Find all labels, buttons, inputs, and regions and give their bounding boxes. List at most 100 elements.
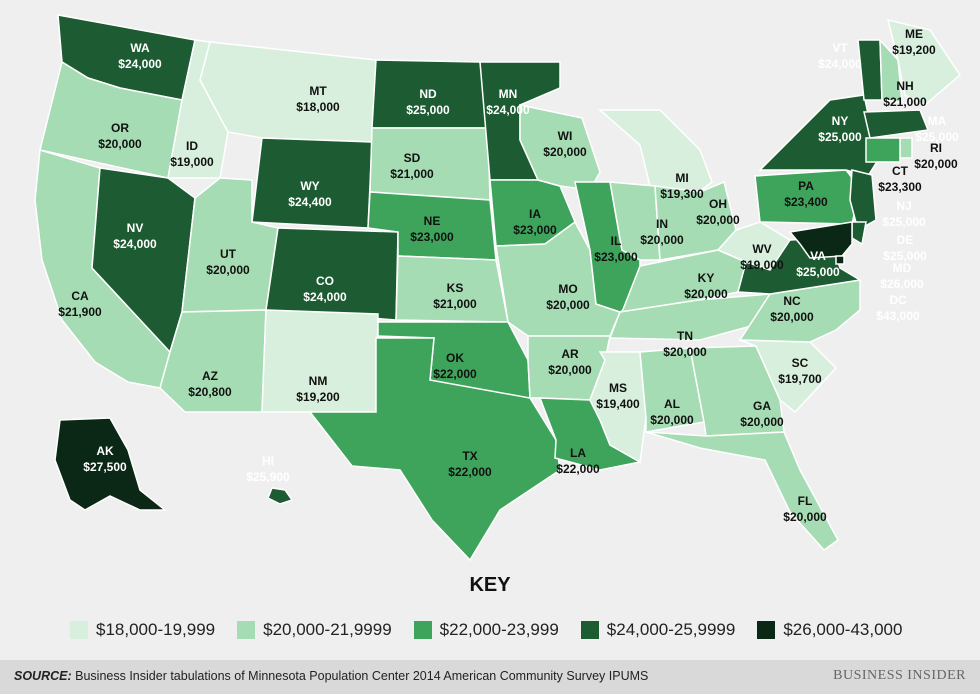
- state-value-nv: $24,000: [113, 237, 157, 251]
- state-nh: [879, 37, 903, 103]
- state-abbr-hi: HI: [262, 454, 274, 468]
- state-value-al: $20,000: [650, 413, 694, 427]
- state-value-nd: $25,000: [406, 103, 450, 117]
- state-ri: [899, 137, 913, 159]
- state-value-nc: $20,000: [770, 310, 814, 324]
- state-value-wy: $24,400: [288, 195, 332, 209]
- state-value-ia: $23,000: [513, 223, 557, 237]
- state-abbr-nj: NJ: [896, 199, 911, 213]
- state-wv: [716, 221, 792, 271]
- legend-item-1: $18,000-19,999: [70, 620, 215, 640]
- state-dc: [835, 255, 845, 265]
- state-me: [886, 18, 961, 106]
- state-abbr-wv: WV: [752, 242, 771, 256]
- state-hi: [267, 487, 294, 505]
- state-abbr-ok: OK: [446, 351, 464, 365]
- legend-label-1: $18,000-19,999: [96, 620, 216, 639]
- state-value-in: $20,000: [640, 233, 684, 247]
- state-abbr-in: IN: [656, 217, 668, 231]
- legend-label-3: $22,000-23,999: [439, 620, 559, 639]
- state-abbr-va: VA: [810, 249, 826, 263]
- state-fl: [645, 431, 839, 552]
- legend-swatch-3: [413, 621, 432, 639]
- legend-label-2: $20,000-21,9999: [263, 620, 392, 639]
- state-abbr-vt: VT: [832, 41, 848, 55]
- state-ct: [865, 137, 901, 163]
- state-value-md: $26,000: [880, 277, 924, 291]
- legend-item-3: $22,000-23,999: [413, 620, 559, 640]
- state-abbr-mn: MN: [499, 87, 518, 101]
- state-value-mo: $20,000: [546, 298, 590, 312]
- state-value-sd: $21,000: [390, 167, 434, 181]
- state-ma: [863, 109, 930, 139]
- state-value-ny: $25,000: [818, 130, 862, 144]
- legend: $18,000-19,999 $20,000-21,9999 $22,000-2…: [70, 620, 902, 640]
- state-abbr-ca: CA: [71, 289, 89, 303]
- state-value-ma: $25,000: [915, 130, 959, 144]
- state-abbr-nc: NC: [783, 294, 801, 308]
- state-value-ms: $19,400: [596, 397, 640, 411]
- source-text: Business Insider tabulations of Minnesot…: [75, 669, 649, 683]
- state-value-hi: $25,900: [246, 470, 290, 484]
- state-value-id: $19,000: [170, 155, 214, 169]
- state-abbr-tn: TN: [677, 329, 693, 343]
- state-value-wv: $19,000: [740, 258, 784, 272]
- state-abbr-ri: RI: [930, 141, 942, 155]
- legend-label-5: $26,000-43,000: [783, 620, 903, 639]
- state-abbr-nm: NM: [309, 374, 328, 388]
- state-value-ks: $21,000: [433, 297, 477, 311]
- state-abbr-ak: AK: [96, 444, 114, 458]
- state-abbr-ar: AR: [561, 347, 579, 361]
- state-value-dc: $43,000: [876, 309, 920, 323]
- state-value-ky: $20,000: [684, 287, 728, 301]
- state-value-co: $24,000: [303, 290, 347, 304]
- state-abbr-ks: KS: [447, 281, 464, 295]
- state-value-wa: $24,000: [118, 57, 162, 71]
- state-abbr-ny: NY: [832, 114, 849, 128]
- state-abbr-ms: MS: [609, 381, 627, 395]
- state-value-il: $23,000: [594, 250, 638, 264]
- source-label: SOURCE:: [14, 669, 72, 683]
- state-wi: [519, 104, 601, 191]
- state-abbr-mt: MT: [309, 84, 327, 98]
- state-value-ct: $23,300: [878, 180, 922, 194]
- state-al: [639, 347, 705, 433]
- state-value-ne: $23,000: [410, 230, 454, 244]
- state-abbr-al: AL: [664, 397, 680, 411]
- legend-swatch-5: [757, 621, 776, 639]
- state-value-ar: $20,000: [548, 363, 592, 377]
- state-value-oh: $20,000: [696, 213, 740, 227]
- state-value-nm: $19,200: [296, 390, 340, 404]
- state-value-mi: $19,300: [660, 187, 704, 201]
- state-abbr-or: OR: [111, 121, 129, 135]
- state-value-or: $20,000: [98, 137, 142, 151]
- state-abbr-sc: SC: [792, 356, 809, 370]
- legend-item-2: $20,000-21,9999: [237, 620, 392, 640]
- state-nj: [849, 169, 877, 232]
- state-abbr-ia: IA: [529, 207, 541, 221]
- state-abbr-wi: WI: [558, 129, 573, 143]
- source-note: SOURCE: Business Insider tabulations of …: [14, 669, 648, 683]
- state-value-va: $25,000: [796, 265, 840, 279]
- state-value-me: $19,200: [892, 43, 936, 57]
- state-abbr-la: LA: [570, 446, 586, 460]
- state-abbr-ut: UT: [220, 247, 237, 261]
- state-ak: [54, 417, 168, 511]
- state-abbr-mo: MO: [558, 282, 577, 296]
- state-value-ut: $20,000: [206, 263, 250, 277]
- state-sd: [369, 127, 491, 201]
- state-value-sc: $19,700: [778, 372, 822, 386]
- state-abbr-wa: WA: [130, 41, 150, 55]
- state-abbr-ky: KY: [698, 271, 715, 285]
- state-abbr-sd: SD: [404, 151, 421, 165]
- state-abbr-md: MD: [893, 261, 912, 275]
- state-abbr-mi: MI: [675, 171, 688, 185]
- state-value-nh: $21,000: [883, 95, 927, 109]
- state-value-wi: $20,000: [543, 145, 587, 159]
- state-value-mn: $24,000: [486, 103, 530, 117]
- state-value-pa: $23,400: [784, 195, 828, 209]
- state-value-mt: $18,000: [296, 100, 340, 114]
- state-value-ok: $22,000: [433, 367, 477, 381]
- state-value-la: $22,000: [556, 462, 600, 476]
- legend-title: KEY: [469, 574, 511, 596]
